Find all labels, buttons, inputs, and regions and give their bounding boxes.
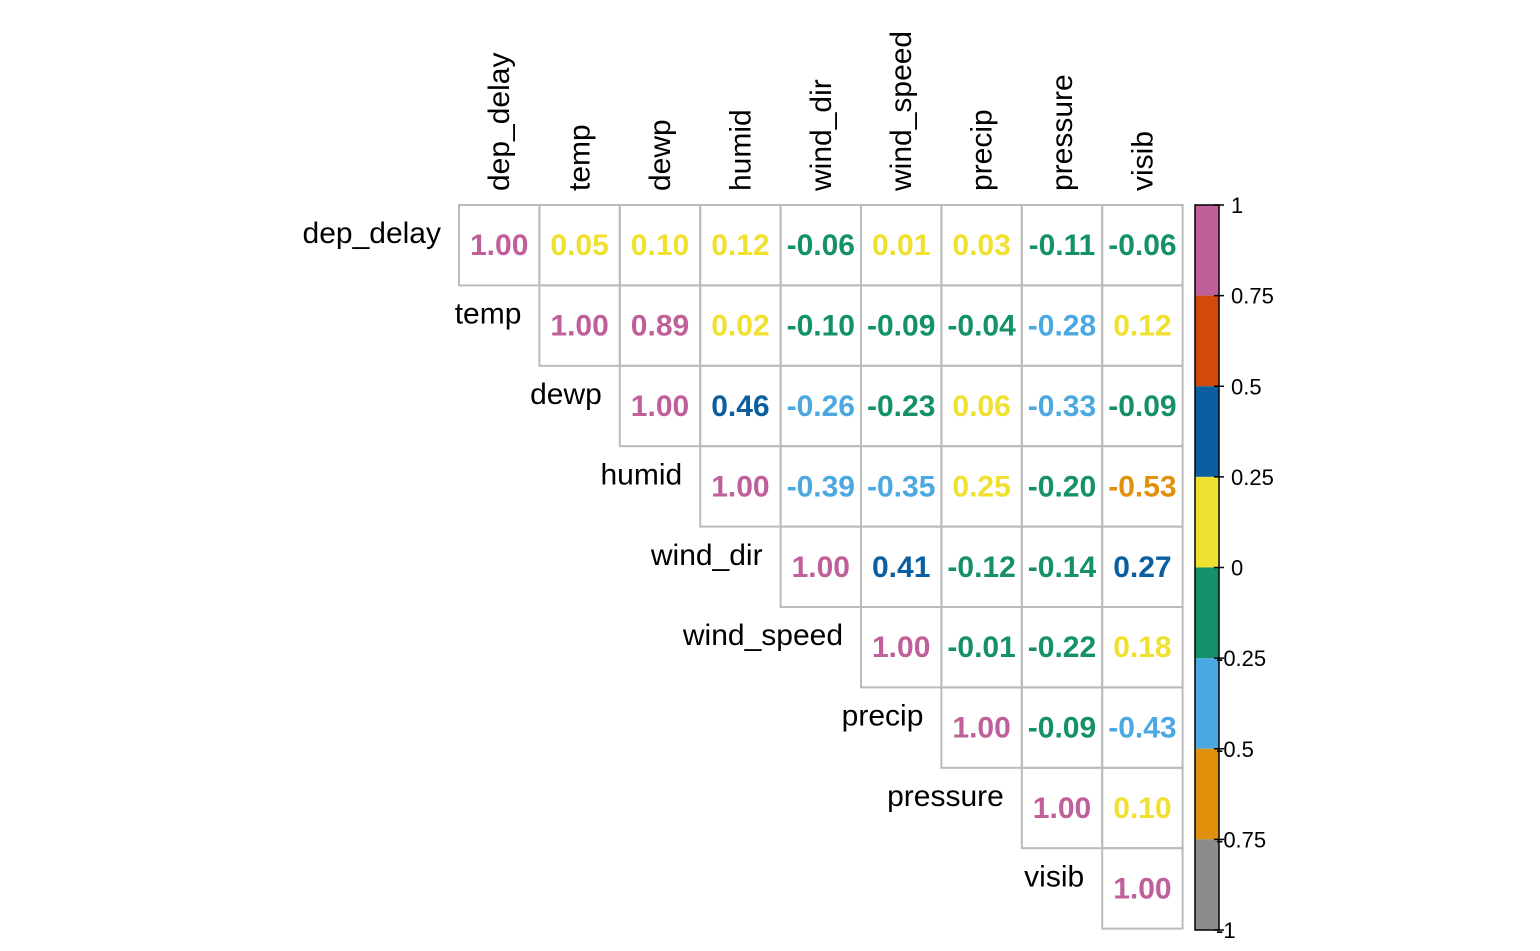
cell-value-wind_speed-precip: -0.01: [947, 631, 1015, 664]
cell-value-dep_delay-wind_speed: 0.01: [872, 229, 930, 262]
colorbar-tick-label-0: 1: [1231, 193, 1243, 218]
colorbar-bin-0: [1195, 205, 1219, 296]
colorbar-tick-label-3: 0.25: [1231, 465, 1274, 490]
colorbar-bin-3: [1195, 476, 1219, 568]
cell-value-dep_delay-pressure: -0.11: [1029, 229, 1096, 262]
colorbar-bin-5: [1195, 658, 1219, 749]
cell-value-temp-dewp: 0.89: [631, 310, 689, 343]
cell-value-wind_dir-wind_speed: 0.41: [872, 551, 930, 584]
grid-cell-visib-visib: [1101, 847, 1184, 930]
row-label-dep_delay: dep_delay: [303, 217, 441, 250]
cell-value-temp-temp: 1.00: [550, 310, 608, 343]
cell-value-humid-humid: 1.00: [711, 470, 769, 503]
cell-value-humid-pressure: -0.20: [1028, 470, 1096, 503]
column-label-dewp: dewp: [644, 119, 677, 191]
cell-value-pressure-pressure: 1.00: [1033, 792, 1091, 825]
cell-value-dewp-wind_speed: -0.23: [867, 390, 935, 423]
cell-value-wind_speed-pressure: -0.22: [1028, 631, 1096, 664]
cell-value-temp-pressure: -0.28: [1028, 310, 1096, 343]
column-label-pressure: pressure: [1046, 74, 1079, 191]
cell-value-dewp-visib: -0.09: [1108, 390, 1176, 423]
column-label-temp: temp: [564, 124, 597, 191]
colorbar-bin-2: [1195, 386, 1219, 477]
colorbar-tick-label-1: 0.75: [1231, 284, 1274, 309]
cell-value-wind_speed-visib: 0.18: [1113, 631, 1171, 664]
colorbar-tick-label-8: -1: [1216, 918, 1236, 943]
cell-value-dewp-precip: 0.06: [952, 390, 1010, 423]
cell-value-wind_dir-visib: 0.27: [1113, 551, 1171, 584]
column-label-wind_dir: wind_dir: [805, 79, 838, 192]
cell-value-dewp-wind_dir: -0.26: [787, 390, 855, 423]
cell-value-temp-humid: 0.02: [711, 310, 769, 343]
cell-value-pressure-visib: 0.10: [1113, 792, 1171, 825]
colorbar-bin-4: [1195, 567, 1219, 659]
colorbar-tick-label-5: -0.25: [1216, 646, 1266, 671]
cell-value-humid-visib: -0.53: [1108, 470, 1176, 503]
cell-value-wind_dir-pressure: -0.14: [1028, 551, 1097, 584]
column-label-visib: visib: [1126, 131, 1159, 191]
colorbar-bin-6: [1195, 748, 1219, 840]
cell-value-dep_delay-precip: 0.03: [952, 229, 1010, 262]
colorbar-tick-label-4: 0: [1231, 556, 1243, 581]
cell-value-temp-wind_speed: -0.09: [867, 310, 935, 343]
row-label-wind_speed: wind_speed: [682, 619, 843, 652]
cell-value-wind_dir-wind_dir: 1.00: [792, 551, 850, 584]
cell-value-visib-visib: 1.00: [1113, 872, 1171, 905]
row-label-dewp: dewp: [530, 378, 602, 411]
row-label-precip: precip: [842, 700, 924, 733]
cell-value-temp-precip: -0.04: [947, 310, 1016, 343]
grid-cells: [458, 204, 1184, 930]
row-label-visib: visib: [1024, 860, 1084, 893]
colorbar-tick-label-2: 0.5: [1231, 374, 1262, 399]
row-label-temp: temp: [455, 298, 522, 331]
cell-value-wind_dir-precip: -0.12: [947, 551, 1015, 584]
column-label-dep_delay: dep_delay: [483, 53, 516, 191]
cell-value-humid-wind_dir: -0.39: [787, 470, 855, 503]
cell-value-temp-visib: 0.12: [1113, 310, 1171, 343]
cell-value-dep_delay-visib: -0.06: [1108, 229, 1176, 262]
colorbar-legend: 1 0.75 0.5 0.25 0 -0.25 -0.5 -0.75 -1: [1194, 193, 1274, 943]
cell-value-dewp-dewp: 1.00: [631, 390, 689, 423]
cell-value-dewp-pressure: -0.33: [1028, 390, 1096, 423]
cell-value-wind_speed-wind_speed: 1.00: [872, 631, 930, 664]
cell-value-dep_delay-temp: 0.05: [550, 229, 608, 262]
colorbar-tick-label-7: -0.75: [1216, 827, 1266, 852]
cell-value-temp-wind_dir: -0.10: [787, 310, 855, 343]
cell-value-precip-pressure: -0.09: [1028, 712, 1096, 745]
cell-value-dep_delay-dep_delay: 1.00: [470, 229, 528, 262]
cell-value-dep_delay-dewp: 0.10: [631, 229, 689, 262]
cell-value-dewp-humid: 0.46: [711, 390, 769, 423]
cell-values: 1.00 0.05 0.10 0.12 -0.06 0.01 0.03 -0.11 -0.06 1…: [470, 229, 1177, 905]
colorbar-bin-7: [1195, 839, 1219, 930]
row-label-humid: humid: [600, 458, 682, 491]
colorbar-tick-label-6: -0.5: [1216, 737, 1254, 762]
row-label-pressure: pressure: [887, 780, 1004, 813]
cell-value-humid-precip: 0.25: [952, 470, 1010, 503]
colorbar-bin-1: [1195, 295, 1219, 387]
column-label-humid: humid: [724, 109, 757, 191]
cell-value-precip-precip: 1.00: [952, 712, 1010, 745]
column-label-wind_speed: wind_speed: [885, 31, 918, 192]
row-label-wind_dir: wind_dir: [650, 539, 763, 572]
cell-value-dep_delay-humid: 0.12: [711, 229, 769, 262]
column-label-precip: precip: [966, 109, 999, 191]
cell-value-humid-wind_speed: -0.35: [867, 470, 935, 503]
cell-value-dep_delay-wind_dir: -0.06: [787, 229, 855, 262]
cell-value-precip-visib: -0.43: [1108, 712, 1176, 745]
